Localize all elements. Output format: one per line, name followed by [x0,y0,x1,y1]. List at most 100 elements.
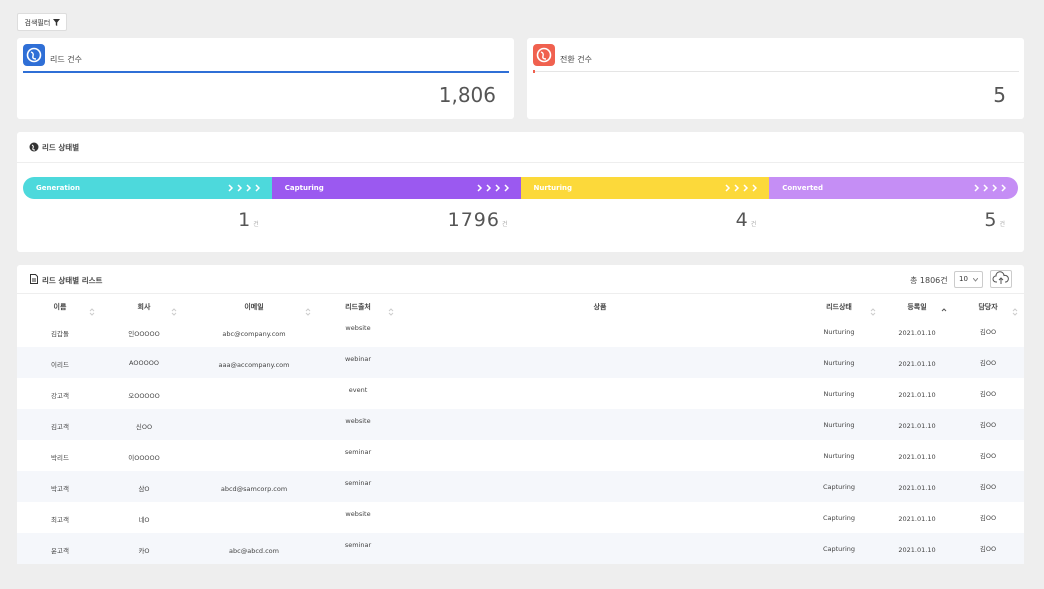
filter-button[interactable]: 검색필터 [17,13,67,31]
kpi-icon [533,44,555,66]
column-header: 담당자 [978,303,998,311]
download-button[interactable] [990,270,1012,288]
cell-company: 오OOOOO [128,392,160,400]
cell-owner: 김OO [979,514,997,522]
cell-company: 인OOOOO [128,330,160,338]
cell-owner: 김OO [979,390,997,398]
cell-date: 2021.01.10 [898,453,936,461]
sort-arrows [870,308,876,316]
stage-name: Generation [36,184,80,192]
cell-source: website [345,417,371,425]
cell-date: 2021.01.10 [898,422,936,430]
cloud-icon [992,271,1009,284]
cell-owner: 김OO [979,452,997,460]
stage-count: 1796 건 [448,209,509,231]
stage-arrows [228,184,260,192]
cell-name: 김갑돌 [51,330,69,338]
cell-status: Nurturing [823,452,855,460]
cell-email: abc@abcd.com [229,547,279,555]
globe [536,47,552,63]
cell-status: Capturing [822,545,856,553]
cell-status: Capturing [822,483,856,491]
column-header: 리드상태 [826,303,852,311]
sort-icon[interactable] [870,301,876,316]
column-header: 이메일 [244,303,264,311]
total-count: 총 1806건 [910,276,948,285]
cell-source: website [345,510,371,518]
filter-icon [52,19,60,26]
column-header: 회사 [137,303,151,311]
cell-status: Nurturing [823,328,855,336]
cell-status: Nurturing [823,421,855,429]
cell-name: 강고객 [51,392,69,400]
table-row: 김고객 신OO website Nurturing 2021.01.10 김OO [17,409,1024,440]
kpi-label: 전환 건수 [560,55,592,64]
cell-owner: 김OO [979,328,997,336]
cell-source: seminar [344,479,372,487]
sort-icon[interactable] [1012,301,1018,316]
table-row: 박고객 삼O abcd@samcorp.com seminar Capturing 202… [17,471,1024,502]
page-size-select[interactable]: 10 [954,271,983,288]
cell-name: 윤고객 [51,547,69,555]
cell-name: 박고객 [51,485,69,493]
cell-owner: 김OO [979,483,997,491]
stage-segment: Capturing [271,177,521,199]
sort-icon[interactable] [388,301,394,316]
cell-company: 네O [138,516,150,524]
sort-icon[interactable] [89,301,95,316]
table-row: 윤고객 카O abc@abcd.com seminar Capturing 2021.01… [17,533,1024,564]
cell-owner: 김OO [979,421,997,429]
stage-arrows [974,184,1006,192]
kpi-bar [533,71,1019,72]
cell-name: 김고객 [51,423,69,431]
cell-company: 카O [138,547,150,555]
stage-segment: Nurturing [520,177,770,199]
stage-arrows [476,184,509,192]
column-header: 리드출처 [345,303,371,311]
cell-company: AOOOOO [129,359,159,367]
cell-company: 신OO [135,423,153,431]
cell-source: event [348,386,368,394]
list-card: 리드 상태별 리스트 총 1806건 10 이름 회사 이메일 리드출처 상품 리드상태 등… [17,265,1024,564]
cell-status: Nurturing [823,359,855,367]
count-unit: 건 [501,221,509,228]
cell-owner: 김OO [979,545,997,553]
cell-name: 박리드 [51,454,69,462]
sort-icon[interactable] [171,301,177,316]
table-row: 최고객 네O website Capturing 2021.01.10 김OO [17,502,1024,533]
status-card: 리드 상태별 Generation 1 건 Capturing 1796 건 Nurturi… [17,132,1024,252]
count-unit: 건 [999,221,1006,228]
cell-date: 2021.01.10 [898,484,936,492]
sort-arrows [1012,308,1018,316]
cell-company: 삼O [138,485,150,493]
cell-date: 2021.01.10 [898,360,936,368]
table-row: 박리드 이OOOOO seminar Nurturing 2021.01.10 김OO [17,440,1024,471]
cell-email: aaa@accompany.com [218,361,290,369]
table-header: 이름 회사 이메일 리드출처 상품 리드상태 등록일 담당자 [17,293,1024,317]
table-row: 강고객 오OOOOO event Nurturing 2021.01.10 김OO [17,378,1024,409]
sort-icon[interactable] [305,301,311,316]
kpi-bar-fill [533,70,535,73]
count-unit: 건 [750,221,758,228]
kpi-value: 5 [993,83,1006,107]
sort-arrows [388,308,394,316]
caret [973,278,978,282]
kpi-icon [23,44,45,66]
kpi-card: 전환 건수 5 [527,38,1024,119]
cell-source: seminar [344,541,372,549]
cell-source: seminar [344,448,372,456]
kpi-value: 1,806 [438,83,496,107]
count-value: 5 [984,209,998,231]
filter-label: 검색필터 [24,19,51,27]
cell-status: Capturing [822,514,856,522]
count-unit: 건 [253,221,260,228]
cell-name: 최고객 [51,516,69,524]
sort-icon[interactable] [941,301,947,312]
sort-arrows [171,308,177,316]
cell-email: abcd@samcorp.com [220,485,288,493]
table-row: 이리드 AOOOOO aaa@accompany.com webinar Nurturi… [17,347,1024,378]
